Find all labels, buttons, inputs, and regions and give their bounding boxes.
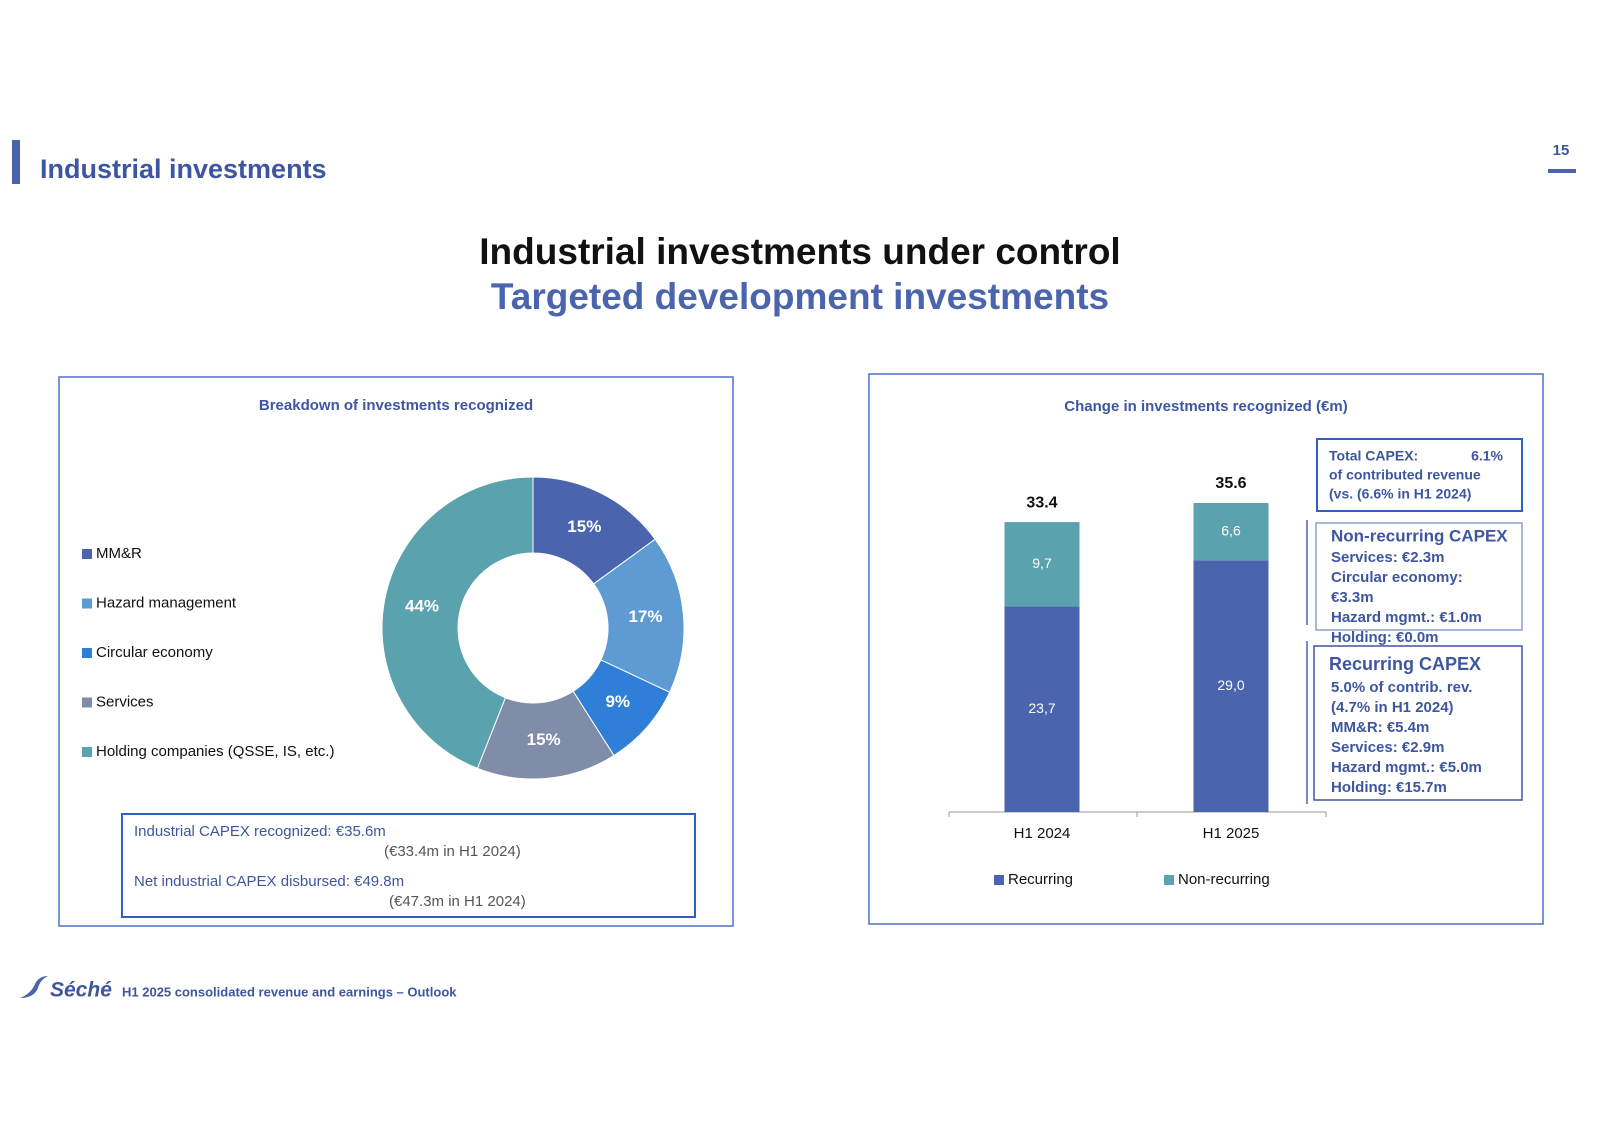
summary-label: Industrial CAPEX recognized: €35.6m	[134, 823, 386, 840]
total-label: 33.4	[1026, 494, 1057, 511]
non-recurring-box	[1315, 522, 1523, 631]
legend-swatch	[82, 598, 92, 609]
data-label: 9%	[605, 692, 630, 711]
legend-swatch	[1164, 875, 1174, 885]
bar-segment	[1004, 522, 1080, 607]
data-label: 15%	[527, 730, 561, 749]
data-label: 17%	[628, 607, 662, 626]
chart-title: Breakdown of investments recognized	[259, 397, 533, 414]
legend-label: Hazard management	[96, 594, 237, 611]
summary-box	[121, 813, 696, 918]
data-label: 15%	[567, 517, 601, 536]
legend-label: Services	[96, 693, 154, 710]
box-line: (vs. (6.6% in H1 2024)	[1329, 486, 1471, 502]
summary-comparison: (€47.3m in H1 2024)	[389, 893, 526, 910]
box-line: 5.0% of contrib. rev.	[1331, 679, 1472, 696]
box-line: Services: €2.3m	[1331, 549, 1444, 566]
box-line: Services: €2.9m	[1331, 739, 1444, 756]
header-bar	[12, 140, 20, 184]
total-capex-box	[1316, 438, 1523, 512]
legend-swatch	[82, 747, 92, 757]
data-label: 9,7	[1032, 555, 1052, 571]
box-line: MM&R: €5.4m	[1331, 719, 1429, 736]
legend-label: Non-recurring	[1178, 871, 1270, 888]
box-line: Holding: €15.7m	[1331, 779, 1447, 796]
footer-text: H1 2025 consolidated revenue and earning…	[122, 984, 457, 999]
page-number-underline	[1548, 169, 1576, 173]
legend-label: MM&R	[96, 545, 142, 562]
box-title: Recurring CAPEX	[1329, 654, 1481, 674]
box-line: Hazard mgmt.: €5.0m	[1331, 759, 1482, 776]
donut-slice	[381, 476, 534, 770]
box-line: Holding: €0.0m	[1331, 629, 1439, 646]
bar-segment	[1193, 560, 1269, 812]
recurring-box	[1313, 645, 1523, 801]
legend-label: Recurring	[1008, 871, 1073, 888]
box-line: €3.3m	[1331, 589, 1374, 606]
logo: Séché	[50, 979, 112, 1002]
box-line: of contributed revenue	[1329, 467, 1481, 483]
data-label: 29,0	[1217, 677, 1244, 693]
legend-label: Holding companies (QSSE, IS, etc.)	[96, 743, 334, 760]
total-label: 35.6	[1215, 475, 1246, 492]
x-tick-label: H1 2024	[1014, 825, 1071, 842]
summary-label: Net industrial CAPEX disbursed: €49.8m	[134, 873, 404, 890]
bar-segment	[1004, 606, 1080, 812]
data-label: 6,6	[1221, 522, 1241, 538]
data-label: 44%	[405, 596, 439, 615]
section-title: Industrial investments	[40, 154, 327, 184]
right-panel	[868, 373, 1544, 925]
box-line: Hazard mgmt.: €1.0m	[1331, 609, 1482, 626]
legend-swatch	[82, 697, 92, 708]
total-capex-value: 6.1%	[1471, 448, 1503, 464]
summary-comparison: (€33.4m in H1 2024)	[384, 843, 521, 860]
slide-subtitle: Targeted development investments	[491, 276, 1109, 317]
slide-title: Industrial investments under control	[479, 231, 1120, 272]
total-capex-label: Total CAPEX:	[1329, 448, 1418, 464]
box-line: Circular economy:	[1331, 569, 1463, 586]
data-label: 23,7	[1028, 700, 1055, 716]
left-panel	[58, 376, 734, 927]
x-tick-label: H1 2025	[1203, 825, 1260, 842]
page-number: 15	[1553, 142, 1570, 159]
legend-swatch	[82, 549, 92, 559]
box-title: Non-recurring CAPEX	[1331, 526, 1508, 545]
box-line: (4.7% in H1 2024)	[1331, 699, 1454, 716]
logo-mark	[20, 976, 48, 998]
legend-swatch	[82, 648, 92, 658]
legend-swatch	[994, 875, 1004, 885]
chart-title: Change in investments recognized (€m)	[1064, 398, 1347, 415]
bar-segment	[1193, 503, 1269, 561]
legend-label: Circular economy	[96, 644, 213, 661]
